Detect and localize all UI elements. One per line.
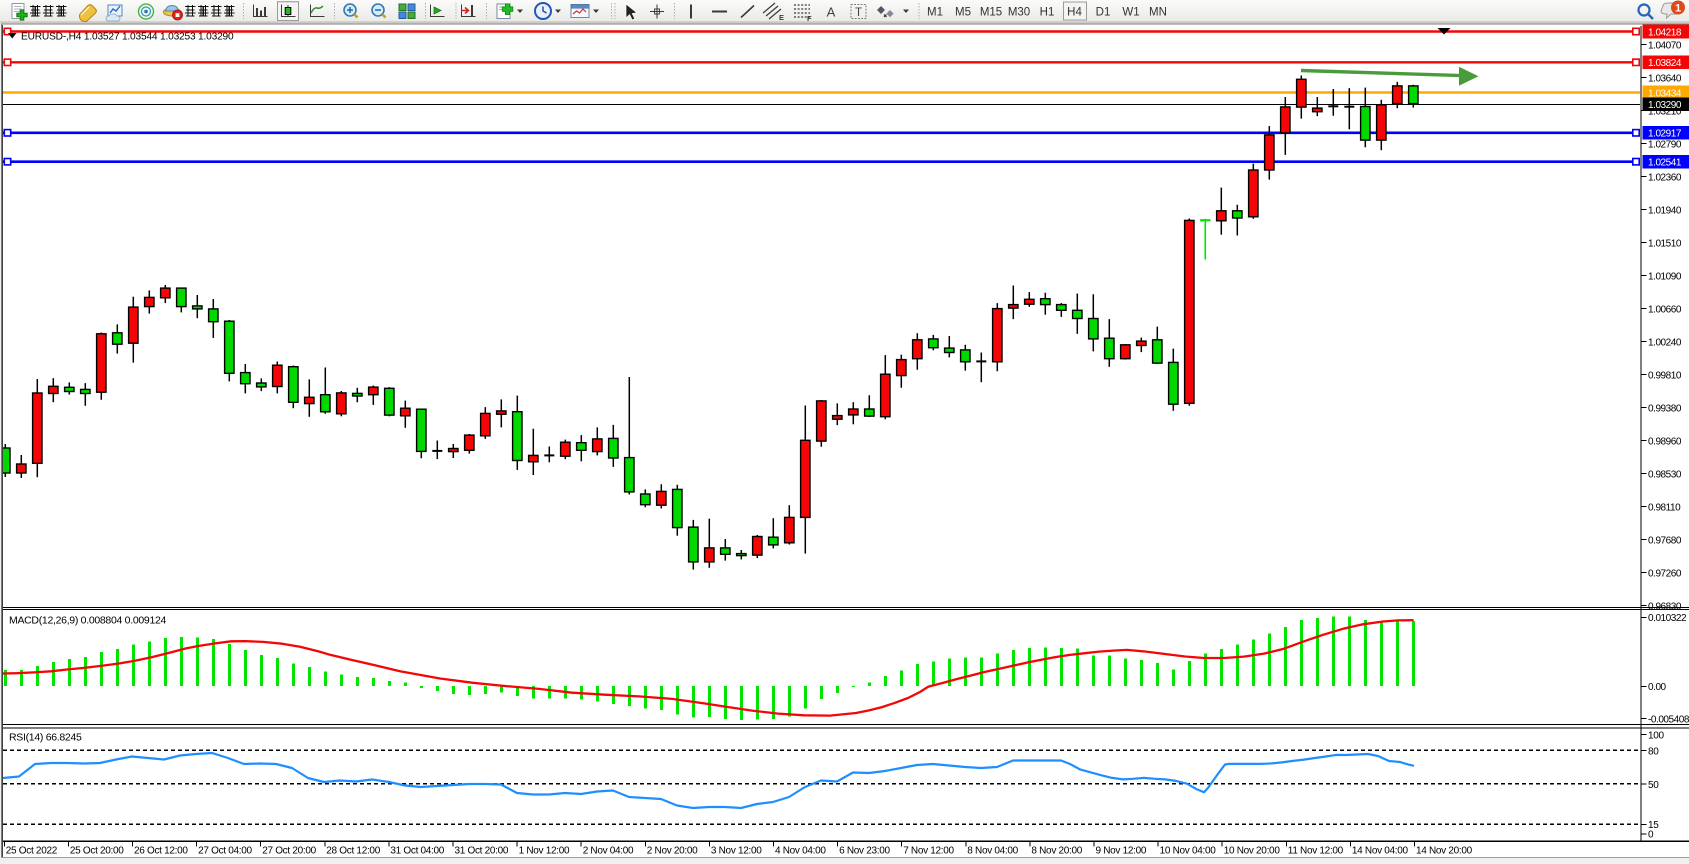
svg-text:28 Oct 12:00: 28 Oct 12:00: [326, 846, 380, 857]
svg-text:1.02360: 1.02360: [1648, 173, 1682, 184]
svg-text:80: 80: [1648, 747, 1659, 758]
svg-text:M15: M15: [980, 7, 1002, 19]
svg-text:M1: M1: [927, 7, 943, 19]
svg-text:H1: H1: [1040, 7, 1055, 19]
svg-text:F: F: [807, 14, 812, 23]
svg-text:W1: W1: [1122, 7, 1139, 19]
svg-text:-0.005408: -0.005408: [1648, 715, 1689, 726]
svg-text:100: 100: [1648, 730, 1665, 741]
svg-text:1.03434: 1.03434: [1648, 88, 1682, 99]
svg-text:1 Nov 12:00: 1 Nov 12:00: [519, 846, 570, 857]
svg-text:10 Nov 04:00: 10 Nov 04:00: [1160, 846, 1217, 857]
svg-text:1.04218: 1.04218: [1648, 27, 1682, 38]
svg-text:0.00: 0.00: [1648, 682, 1667, 693]
svg-text:4 Nov 04:00: 4 Nov 04:00: [775, 846, 826, 857]
svg-text:0.98530: 0.98530: [1648, 470, 1682, 481]
svg-text:25 Oct 2022: 25 Oct 2022: [6, 846, 58, 857]
svg-text:M30: M30: [1008, 7, 1030, 19]
svg-text:0.99380: 0.99380: [1648, 404, 1682, 415]
svg-text:25 Oct 20:00: 25 Oct 20:00: [70, 846, 124, 857]
svg-text:1.00240: 1.00240: [1648, 338, 1682, 349]
svg-text:50: 50: [1648, 780, 1659, 791]
svg-text:2 Nov 04:00: 2 Nov 04:00: [583, 846, 634, 857]
svg-text:1.03290: 1.03290: [1648, 100, 1682, 111]
svg-text:0.98960: 0.98960: [1648, 437, 1682, 448]
svg-text:6 Nov 23:00: 6 Nov 23:00: [839, 846, 890, 857]
svg-text:14 Nov 20:00: 14 Nov 20:00: [1416, 846, 1473, 857]
svg-text:1.02541: 1.02541: [1648, 158, 1682, 169]
svg-text:9 Nov 12:00: 9 Nov 12:00: [1096, 846, 1147, 857]
svg-text:0.97260: 0.97260: [1648, 569, 1682, 580]
svg-text:10 Nov 20:00: 10 Nov 20:00: [1224, 846, 1281, 857]
svg-text:T: T: [855, 7, 862, 19]
svg-text:A: A: [827, 5, 836, 20]
svg-text:0.010322: 0.010322: [1648, 613, 1687, 624]
svg-text:26 Oct 12:00: 26 Oct 12:00: [134, 846, 188, 857]
svg-text:14 Nov 04:00: 14 Nov 04:00: [1352, 846, 1409, 857]
svg-text:0.97680: 0.97680: [1648, 536, 1682, 547]
svg-text:15: 15: [1648, 820, 1659, 831]
svg-text:1.01510: 1.01510: [1648, 239, 1682, 250]
svg-text:1.02917: 1.02917: [1648, 129, 1682, 140]
svg-text:1.03824: 1.03824: [1648, 58, 1682, 69]
svg-text:MACD(12,26,9) 0.008804 0.00912: MACD(12,26,9) 0.008804 0.009124: [9, 615, 167, 627]
svg-text:27 Oct 20:00: 27 Oct 20:00: [262, 846, 316, 857]
svg-text:3 Nov 12:00: 3 Nov 12:00: [711, 846, 762, 857]
svg-text:7 Nov 12:00: 7 Nov 12:00: [903, 846, 954, 857]
svg-text:1.03210: 1.03210: [1648, 107, 1682, 118]
svg-text:27 Oct 04:00: 27 Oct 04:00: [198, 846, 252, 857]
svg-text:D1: D1: [1096, 7, 1111, 19]
svg-text:0.96830: 0.96830: [1648, 602, 1682, 613]
svg-text:0.98110: 0.98110: [1648, 503, 1681, 514]
svg-text:1.04070: 1.04070: [1648, 41, 1682, 52]
svg-text:H4: H4: [1067, 7, 1082, 19]
svg-text:0.99810: 0.99810: [1648, 371, 1682, 382]
svg-text:1.03640: 1.03640: [1648, 74, 1682, 85]
svg-text:11 Nov 12:00: 11 Nov 12:00: [1288, 846, 1344, 857]
svg-text:2 Nov 20:00: 2 Nov 20:00: [647, 846, 698, 857]
svg-text:RSI(14) 66.8245: RSI(14) 66.8245: [9, 732, 82, 744]
svg-text:8 Nov 20:00: 8 Nov 20:00: [1031, 846, 1082, 857]
svg-text:MN: MN: [1149, 7, 1167, 19]
svg-text:E: E: [779, 13, 784, 22]
svg-text:1.02790: 1.02790: [1648, 140, 1682, 151]
svg-text:1.01940: 1.01940: [1648, 206, 1682, 217]
svg-text:1: 1: [1675, 3, 1681, 15]
svg-text:31 Oct 04:00: 31 Oct 04:00: [390, 846, 444, 857]
svg-text:0: 0: [1648, 830, 1654, 841]
svg-text:31 Oct 20:00: 31 Oct 20:00: [455, 846, 509, 857]
svg-text:M5: M5: [955, 7, 971, 19]
svg-text:1.01090: 1.01090: [1648, 272, 1682, 283]
svg-text:EURUSD-,H4 1.03527 1.03544 1.: EURUSD-,H4 1.03527 1.03544 1.03253 1.032…: [21, 31, 234, 42]
svg-text:8 Nov 04:00: 8 Nov 04:00: [967, 846, 1018, 857]
svg-text:1.00660: 1.00660: [1648, 305, 1682, 316]
